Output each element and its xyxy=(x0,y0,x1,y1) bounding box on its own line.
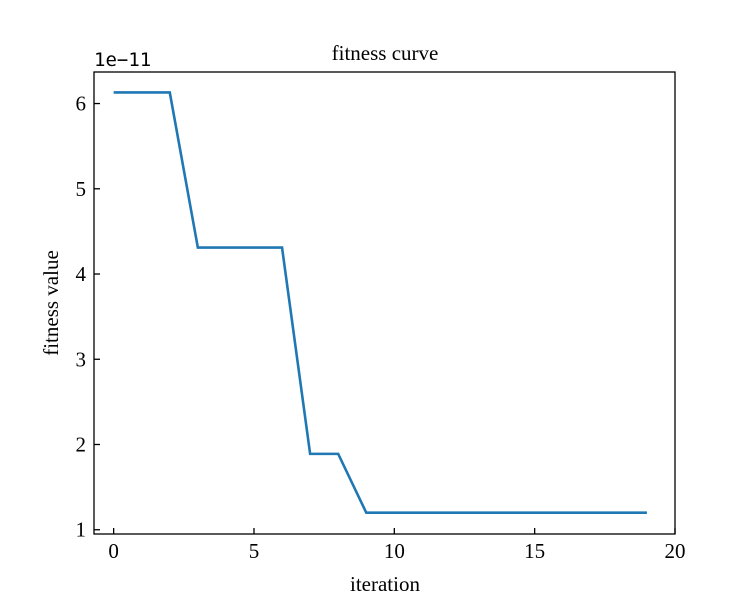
y-tick-label-1: 1 xyxy=(76,518,87,542)
axes-frame xyxy=(93,71,676,535)
x-tick-label-20: 20 xyxy=(665,539,686,563)
series-line-0 xyxy=(113,91,647,514)
plot-area: 0 5 10 15 20 1 2 3 4 5 6 xyxy=(76,71,686,563)
x-tick-label-15: 15 xyxy=(524,539,545,563)
x-tick-label-10: 10 xyxy=(384,539,405,563)
y-axis-label: fitness value xyxy=(39,250,63,356)
y-offset-label: 1e−11 xyxy=(94,49,151,71)
x-axis-label: iteration xyxy=(350,572,420,596)
y-tick-label-2: 2 xyxy=(76,432,87,456)
x-tick-label-0: 0 xyxy=(108,539,119,563)
y-tick-label-6: 6 xyxy=(76,92,87,116)
y-tick-label-3: 3 xyxy=(76,347,87,371)
y-tick-label-5: 5 xyxy=(76,177,87,201)
x-tick-label-5: 5 xyxy=(249,539,260,563)
chart-title: fitness curve xyxy=(332,41,439,65)
y-tick-label-4: 4 xyxy=(76,262,87,286)
